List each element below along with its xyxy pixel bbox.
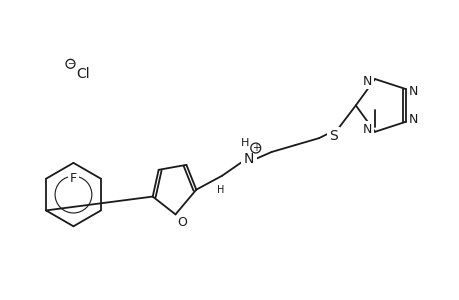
Text: N: N (408, 85, 417, 98)
Text: N: N (362, 123, 371, 136)
Text: N: N (408, 113, 417, 126)
Text: Cl: Cl (76, 67, 90, 81)
Text: +: + (251, 143, 259, 153)
Text: N: N (243, 152, 253, 166)
Text: H: H (217, 185, 224, 195)
Text: H: H (240, 138, 248, 148)
Text: −: − (67, 59, 74, 68)
Text: N: N (362, 74, 371, 88)
Text: F: F (70, 172, 77, 185)
Text: O: O (177, 216, 187, 230)
Text: S: S (328, 129, 337, 143)
